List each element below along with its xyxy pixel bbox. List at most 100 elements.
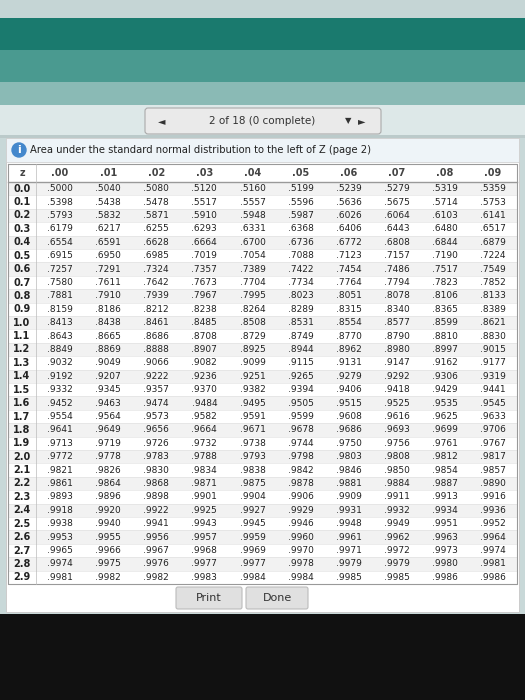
- Bar: [8, 463, 517, 477]
- Text: .9641: .9641: [47, 426, 73, 435]
- Text: .6628: .6628: [143, 238, 169, 247]
- Text: .9940: .9940: [95, 519, 121, 528]
- Text: .7389: .7389: [239, 265, 266, 274]
- Text: .8461: .8461: [143, 318, 169, 327]
- Text: .9162: .9162: [432, 358, 458, 368]
- Text: .8599: .8599: [432, 318, 458, 327]
- Text: .5478: .5478: [143, 197, 169, 206]
- Text: 1.0: 1.0: [13, 318, 30, 328]
- Text: .9756: .9756: [384, 439, 410, 448]
- Text: .7422: .7422: [288, 265, 313, 274]
- Text: .9946: .9946: [288, 519, 313, 528]
- Text: .8051: .8051: [335, 291, 362, 300]
- Text: .8438: .8438: [95, 318, 121, 327]
- Text: 1.6: 1.6: [13, 398, 30, 408]
- Text: .7123: .7123: [336, 251, 362, 260]
- Text: .05: .05: [292, 168, 309, 178]
- Text: .9778: .9778: [95, 452, 121, 461]
- Text: .7704: .7704: [239, 278, 265, 287]
- Text: .9049: .9049: [95, 358, 121, 368]
- Text: .9495: .9495: [239, 398, 265, 407]
- Text: .5675: .5675: [384, 197, 410, 206]
- Text: .9821: .9821: [47, 466, 73, 475]
- Text: .6915: .6915: [47, 251, 73, 260]
- Text: .7910: .7910: [95, 291, 121, 300]
- Text: .8365: .8365: [432, 304, 458, 314]
- Text: .9960: .9960: [288, 533, 313, 542]
- Text: .8264: .8264: [239, 304, 265, 314]
- Text: Print: Print: [196, 593, 222, 603]
- Text: .9671: .9671: [239, 426, 266, 435]
- Bar: [8, 195, 517, 209]
- Text: .9279: .9279: [336, 372, 362, 381]
- Text: .7324: .7324: [143, 265, 169, 274]
- Text: .7764: .7764: [336, 278, 362, 287]
- Bar: [8, 182, 517, 195]
- Text: .8508: .8508: [239, 318, 266, 327]
- Text: .9945: .9945: [239, 519, 265, 528]
- Text: .9881: .9881: [335, 479, 362, 488]
- Text: .5714: .5714: [432, 197, 458, 206]
- Text: 2.6: 2.6: [13, 532, 30, 542]
- Text: .9955: .9955: [95, 533, 121, 542]
- Text: ▼: ▼: [345, 116, 351, 125]
- Text: .6103: .6103: [432, 211, 458, 220]
- Bar: [0, 614, 525, 700]
- Text: .8389: .8389: [480, 304, 506, 314]
- Text: .9968: .9968: [192, 546, 217, 555]
- Text: .6064: .6064: [384, 211, 410, 220]
- Text: .9976: .9976: [143, 559, 169, 568]
- Text: .9911: .9911: [384, 492, 410, 501]
- Text: .9973: .9973: [432, 546, 458, 555]
- Text: 0.5: 0.5: [13, 251, 30, 260]
- Text: .9887: .9887: [432, 479, 458, 488]
- Text: .9732: .9732: [192, 439, 217, 448]
- Bar: [8, 222, 517, 236]
- Text: .9236: .9236: [192, 372, 217, 381]
- Text: .9965: .9965: [47, 546, 73, 555]
- Text: 0.6: 0.6: [13, 264, 30, 274]
- Text: .9846: .9846: [336, 466, 362, 475]
- Text: .9192: .9192: [47, 372, 73, 381]
- Text: .9925: .9925: [192, 506, 217, 514]
- Text: .9953: .9953: [47, 533, 73, 542]
- Text: .9783: .9783: [143, 452, 169, 461]
- Text: .9525: .9525: [384, 398, 410, 407]
- Text: .6554: .6554: [47, 238, 73, 247]
- Text: .9854: .9854: [432, 466, 458, 475]
- Text: .9938: .9938: [47, 519, 73, 528]
- Text: .8962: .8962: [336, 345, 362, 354]
- Text: .9975: .9975: [95, 559, 121, 568]
- Text: .9564: .9564: [95, 412, 121, 421]
- Text: .9788: .9788: [192, 452, 217, 461]
- Text: .9441: .9441: [480, 385, 506, 394]
- Text: .9906: .9906: [288, 492, 313, 501]
- Text: .9884: .9884: [384, 479, 410, 488]
- Text: .6480: .6480: [432, 225, 458, 233]
- Text: 0.4: 0.4: [13, 237, 30, 247]
- Text: .9406: .9406: [336, 385, 362, 394]
- Text: .5398: .5398: [47, 197, 73, 206]
- Text: Area under the standard normal distribution to the left of Z (page 2): Area under the standard normal distribut…: [30, 145, 371, 155]
- Text: .9474: .9474: [143, 398, 169, 407]
- Text: .8810: .8810: [432, 332, 458, 341]
- Text: .9015: .9015: [480, 345, 506, 354]
- Text: .9222: .9222: [143, 372, 169, 381]
- Text: 1.1: 1.1: [13, 331, 30, 341]
- Bar: [8, 490, 517, 503]
- Text: .9850: .9850: [384, 466, 410, 475]
- Bar: [8, 557, 517, 570]
- Text: .9812: .9812: [432, 452, 458, 461]
- Text: .8997: .8997: [432, 345, 458, 354]
- Text: .5832: .5832: [95, 211, 121, 220]
- Text: .6331: .6331: [239, 225, 266, 233]
- Text: .6985: .6985: [143, 251, 169, 260]
- Text: .9616: .9616: [384, 412, 410, 421]
- Text: .7019: .7019: [192, 251, 217, 260]
- Text: .6700: .6700: [239, 238, 266, 247]
- Text: .6026: .6026: [336, 211, 362, 220]
- Bar: [8, 236, 517, 249]
- Text: .8133: .8133: [480, 291, 506, 300]
- Text: .9948: .9948: [336, 519, 362, 528]
- Text: .8686: .8686: [143, 332, 169, 341]
